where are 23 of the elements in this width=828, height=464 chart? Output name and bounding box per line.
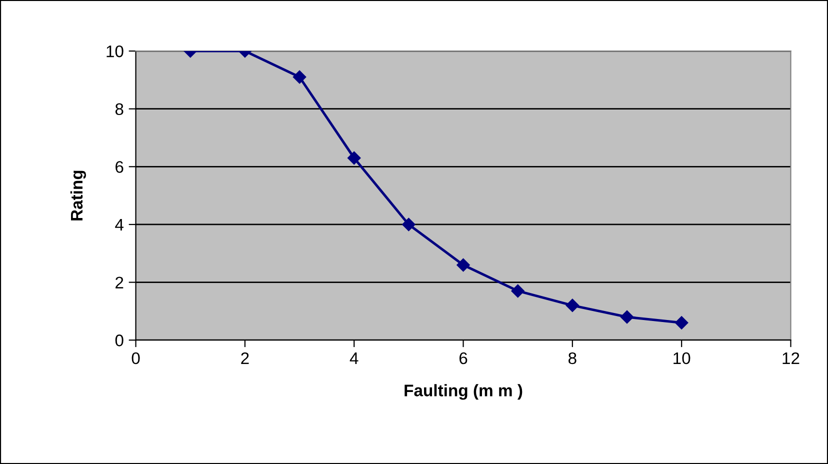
x-tick-label: 6 [459, 352, 468, 364]
point [620, 310, 634, 324]
point [402, 218, 416, 232]
y-axis-title: Rating [70, 170, 86, 220]
y-tick-label: 8 [115, 103, 124, 116]
y-tick-label: 4 [115, 219, 124, 231]
y-tick-label: 2 [116, 276, 124, 288]
x-tick-label: 12 [782, 352, 800, 364]
point [456, 258, 470, 272]
point [566, 298, 580, 312]
x-tick-label: 2 [241, 352, 249, 364]
y-tick-label: 10 [106, 45, 124, 58]
point [292, 70, 306, 84]
point [348, 151, 361, 165]
point [674, 316, 688, 330]
x-tick-label: 8 [568, 352, 576, 364]
point [511, 284, 524, 298]
x-axis-title: Faulting (m m ) [404, 384, 522, 400]
x-tick-label: 10 [674, 352, 690, 364]
y-tick-label: 6 [116, 161, 124, 173]
x-tick-label: 4 [350, 352, 358, 364]
x-tick-label: 0 [132, 352, 140, 364]
y-tick-label: 0 [115, 334, 124, 346]
